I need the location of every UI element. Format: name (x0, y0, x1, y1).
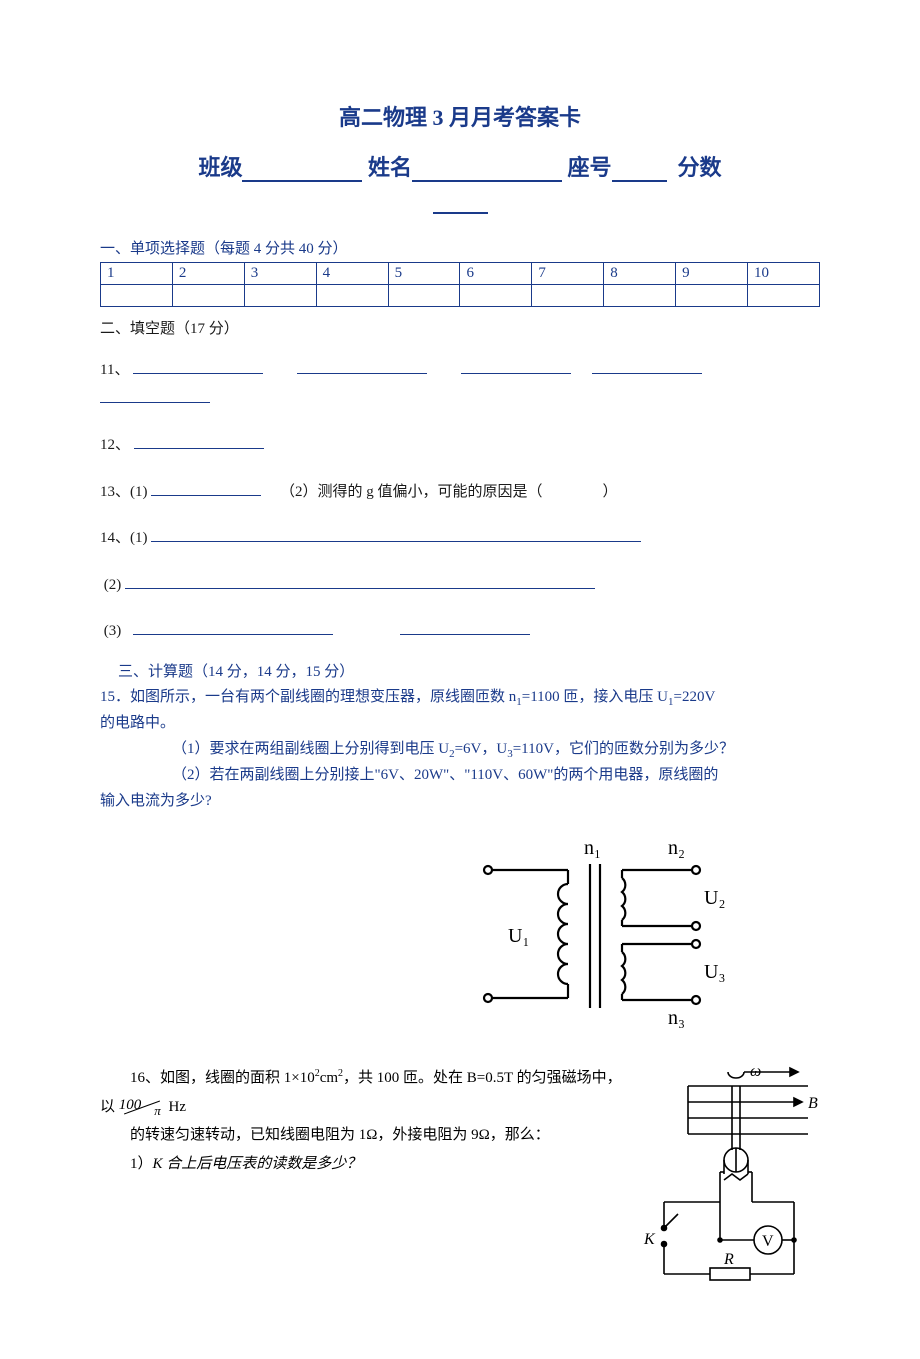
table-row: 1 2 3 4 5 6 7 8 9 10 (101, 263, 820, 285)
mc-table: 1 2 3 4 5 6 7 8 9 10 (100, 262, 820, 307)
circuit-figure: ω B K R V (640, 1064, 820, 1299)
q15-part2b: 输入电流为多少? (100, 793, 212, 809)
q15-part2: （2）若在两副线圈上分别接上"6V、20W"、"110V、60W"的两个用电器，… (172, 763, 820, 789)
q11-blank (461, 358, 571, 374)
q15-intro-2: 的电路中。 (100, 715, 175, 731)
q14-2: (2) (100, 571, 820, 600)
section3-heading: 三、计算题（14 分，14 分，15 分） (118, 660, 820, 681)
mc-num: 7 (532, 263, 604, 285)
class-label: 班级 (198, 155, 242, 180)
q16-d: 1）K 合上后电压表的读数是多少？ (130, 1150, 628, 1179)
q16-c: 的转速匀速转动，已知线圈电阻为 1Ω，外接电阻为 9Ω，那么： (130, 1121, 628, 1150)
header-info: 班级 姓名 座号 分数 (100, 150, 820, 182)
q16-hz: Hz (169, 1099, 187, 1115)
mc-num: 3 (244, 263, 316, 285)
mc-num: 6 (460, 263, 532, 285)
frequency-fraction: 100 π (119, 1095, 165, 1119)
section1-heading: 一、单项选择题（每题 4 分共 40 分） (100, 237, 820, 258)
q15-intro: 15．如图所示，一台有两个副线圈的理想变压器，原线圈匝数 n1=1100 匝，接… (100, 689, 715, 705)
mc-num: 4 (316, 263, 388, 285)
q11-blank (133, 358, 263, 374)
q11-blank (297, 358, 427, 374)
mc-num: 2 (172, 263, 244, 285)
fig2-omega: ω (750, 1064, 761, 1080)
mc-num: 5 (388, 263, 460, 285)
q14-blank (400, 619, 530, 635)
q14-3: (3) (100, 617, 820, 646)
mc-num: 10 (748, 263, 820, 285)
page-title: 高二物理 3 月月考答案卡 (339, 105, 581, 130)
q13: 13、(1) （2）测得的 g 值偏小，可能的原因是（ ） (100, 478, 820, 507)
fig-u2: U₂ (704, 887, 725, 909)
seat-label: 座号 (568, 155, 612, 180)
name-blank (412, 160, 562, 182)
mc-num: 9 (676, 263, 748, 285)
q14-blank (151, 526, 641, 542)
q14-blank (133, 619, 333, 635)
q14-3-label: (3) (104, 623, 122, 639)
q11-blank (592, 358, 702, 374)
fig-u1: U₁ (508, 925, 529, 947)
seat-blank (612, 160, 667, 182)
fig2-K: K (643, 1231, 656, 1248)
q15-part1: （1）要求在两组副线圈上分别得到电压 U2=6V，U3=110V，它们的匝数分别… (172, 737, 820, 764)
mc-num: 8 (604, 263, 676, 285)
fig-n3: n₃ (668, 1007, 685, 1029)
q12-label: 12、 (100, 437, 130, 453)
q15: 15．如图所示，一台有两个副线圈的理想变压器，原线圈匝数 n1=1100 匝，接… (100, 685, 820, 815)
section2-heading: 二、填空题（17 分） (100, 317, 820, 338)
q11-blank (100, 387, 210, 403)
fig-n2: n₂ (668, 837, 685, 859)
q13-1-label: 13、(1) (100, 484, 148, 500)
fig-u3: U₃ (704, 961, 725, 983)
table-row (101, 285, 820, 307)
fig2-B: B (808, 1095, 818, 1112)
q16-b: 以 (100, 1099, 115, 1115)
q13-2-text: （2）测得的 g 值偏小，可能的原因是（ ） (280, 484, 618, 500)
fig2-V: V (762, 1233, 774, 1250)
mc-num: 1 (101, 263, 173, 285)
score-label: 分数 (678, 155, 722, 180)
q14-blank (125, 573, 595, 589)
q12-blank (134, 433, 264, 449)
name-label: 姓名 (368, 155, 412, 180)
q11: 11、 (100, 356, 820, 413)
q12: 12、 (100, 431, 820, 460)
q16-a: 16、如图，线圈的面积 1×102cm2，共 100 匝。处在 B=0.5T 的… (130, 1070, 622, 1086)
fig2-R: R (723, 1251, 734, 1268)
q11-label: 11、 (100, 362, 129, 378)
score-blank (433, 192, 488, 214)
q14-1: 14、(1) (100, 524, 820, 553)
class-blank (242, 160, 362, 182)
q13-blank (151, 480, 261, 496)
fig-n1: n₁ (584, 837, 601, 859)
q16: 16、如图，线圈的面积 1×102cm2，共 100 匝。处在 B=0.5T 的… (100, 1064, 628, 1178)
q14-1-label: 14、(1) (100, 530, 148, 546)
transformer-figure: n₁ n₂ U₂ U₃ n₃ U₁ (380, 824, 820, 1034)
q14-2-label: (2) (104, 577, 122, 593)
